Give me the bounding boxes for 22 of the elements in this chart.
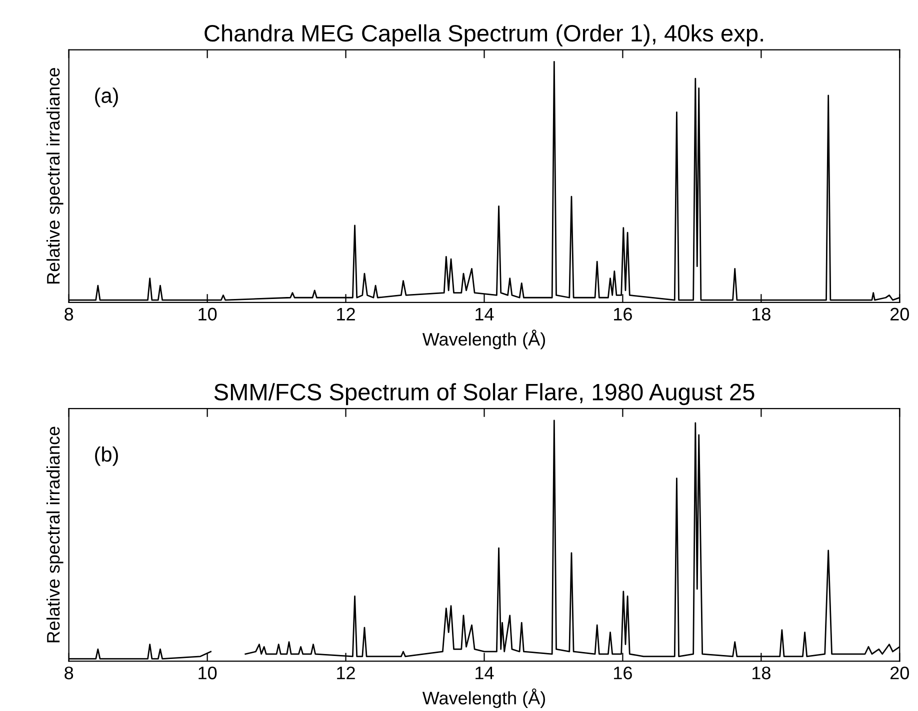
x-tick-label: 8 (64, 666, 74, 680)
x-tick-label: 16 (614, 666, 632, 680)
y-axis-title: Relative spectral irradiance (46, 68, 64, 284)
x-tick-label: 16 (614, 308, 632, 321)
x-tick-label: 18 (752, 308, 770, 321)
x-tick-label: 18 (752, 666, 770, 680)
y-axis-title: Relative spectral irradiance (46, 426, 64, 642)
x-tick-label: 12 (337, 308, 355, 320)
annotation: (b) (95, 446, 118, 466)
x-tick-label: 12 (337, 666, 355, 680)
x-tick-label: 10 (198, 308, 217, 321)
x-tick-label: 14 (476, 666, 494, 680)
x-tick-label: 8 (64, 308, 74, 321)
chart-title: SMM/FCS Spectrum of Solar Flare, 1980 August 25 (214, 383, 754, 406)
x-axis-title: Wavelength (Å) (422, 330, 546, 350)
annotation: (a) (95, 88, 118, 108)
x-axis-title: Wavelength (Å) (422, 688, 546, 708)
x-tick-label: 10 (198, 666, 217, 680)
x-tick-label: 20 (890, 666, 909, 680)
chart-title: Chandra MEG Capella Spectrum (Order 1), 40ks exp. (204, 24, 763, 46)
x-tick-label: 20 (890, 308, 909, 321)
x-tick-label: 14 (476, 308, 494, 320)
